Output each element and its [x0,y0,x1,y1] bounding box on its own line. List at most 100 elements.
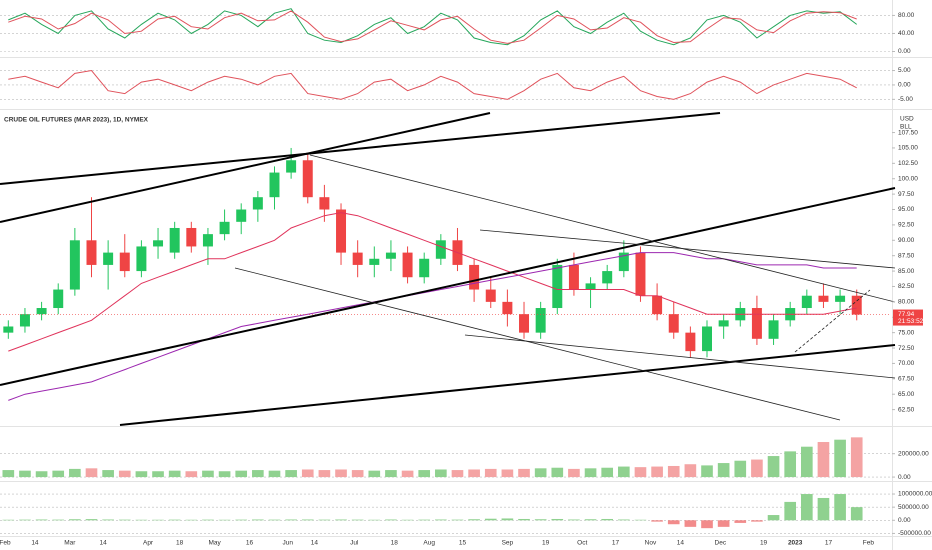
line-series [8,212,857,352]
bar [235,470,248,478]
bar [168,519,181,521]
x-tick-label: Aug [423,540,435,547]
bar [351,470,364,478]
bar [19,470,31,478]
candle-body [336,209,347,253]
candle-body [219,221,230,235]
candle-body [652,295,663,315]
bar [618,519,630,521]
candle-body [718,320,729,327]
candle-body [801,295,812,309]
y-tick-label: -500000.00 [898,530,931,537]
y-tick-label: 200000.00 [898,450,929,457]
line-series [8,69,857,100]
y-tick-label: 107.50 [898,129,918,136]
candle-body [269,172,280,198]
bar [751,520,763,522]
line-series [8,10,857,44]
bar [801,494,813,521]
candle-body [602,271,613,284]
bar [634,467,647,478]
bar [751,459,763,478]
bar [235,519,248,521]
bar [102,470,114,478]
y-tick-label: 85.00 [898,268,915,275]
y-tick-label: 0.00 [898,474,911,481]
bar [401,470,414,478]
bar [351,519,364,521]
bar [252,470,264,478]
candle-body [169,227,180,253]
bar [118,470,131,478]
bar [651,520,663,522]
bar [2,519,15,521]
trend-line [309,154,896,303]
trend-line [0,187,896,386]
bar [185,471,198,478]
bar [534,519,547,521]
candle-body [86,240,97,265]
candle-body [69,240,80,290]
y-tick-label: 75.00 [898,329,915,336]
y-tick-label: 102.50 [898,160,918,167]
bar [335,519,347,521]
bar [701,465,713,478]
candle-body [585,283,596,290]
y-tick-label: 80.00 [898,299,915,306]
bar [568,468,580,478]
bar [817,442,830,478]
bar [168,470,181,478]
candle-body [19,314,30,327]
candle-body [286,160,297,173]
y-tick-label: 0.00 [898,48,911,55]
bar [35,471,48,478]
drawings [0,112,896,426]
candle-body [751,308,762,339]
bar [318,470,331,478]
x-tick-label: Mar [64,540,76,547]
bar [85,468,98,478]
bar [717,520,730,527]
y-tick-label: 0.00 [898,517,911,524]
bar [834,494,846,521]
x-tick-label: 18 [391,540,399,547]
bar [801,446,813,478]
bar [418,470,431,478]
last-price-label: 77.94 [898,311,915,318]
candle-body [352,252,363,265]
bar [152,471,164,478]
bar [701,520,713,529]
x-tick-label: Oct [577,540,587,547]
candle-body [3,326,14,333]
y-tick-label: 100.00 [898,175,918,182]
x-tick-label: Nov [645,540,657,547]
candle-body [485,289,496,302]
candle-body [53,289,64,309]
x-tick-label: Jul [350,540,359,547]
bar [401,519,414,521]
bar [252,519,264,521]
x-tick-label: Feb [863,540,875,547]
bar [368,470,381,478]
bar [634,519,647,521]
unit: BLL [900,124,912,131]
bar [551,467,564,478]
bar [568,519,580,521]
bar [501,469,514,478]
candle-body [568,264,579,290]
bar [817,497,830,521]
candle-body [202,234,213,247]
candle-body [519,314,530,333]
candle-body [702,326,712,352]
x-tick-label: 14 [31,540,39,547]
bar [717,463,730,478]
bar [135,519,148,521]
bar [268,470,281,478]
bar [2,470,15,478]
bar [52,470,65,478]
bar [468,519,480,521]
y-tick-label: 80.00 [898,12,915,19]
bar [285,519,297,521]
bar [651,466,663,478]
y-tick-label: 92.50 [898,222,915,229]
